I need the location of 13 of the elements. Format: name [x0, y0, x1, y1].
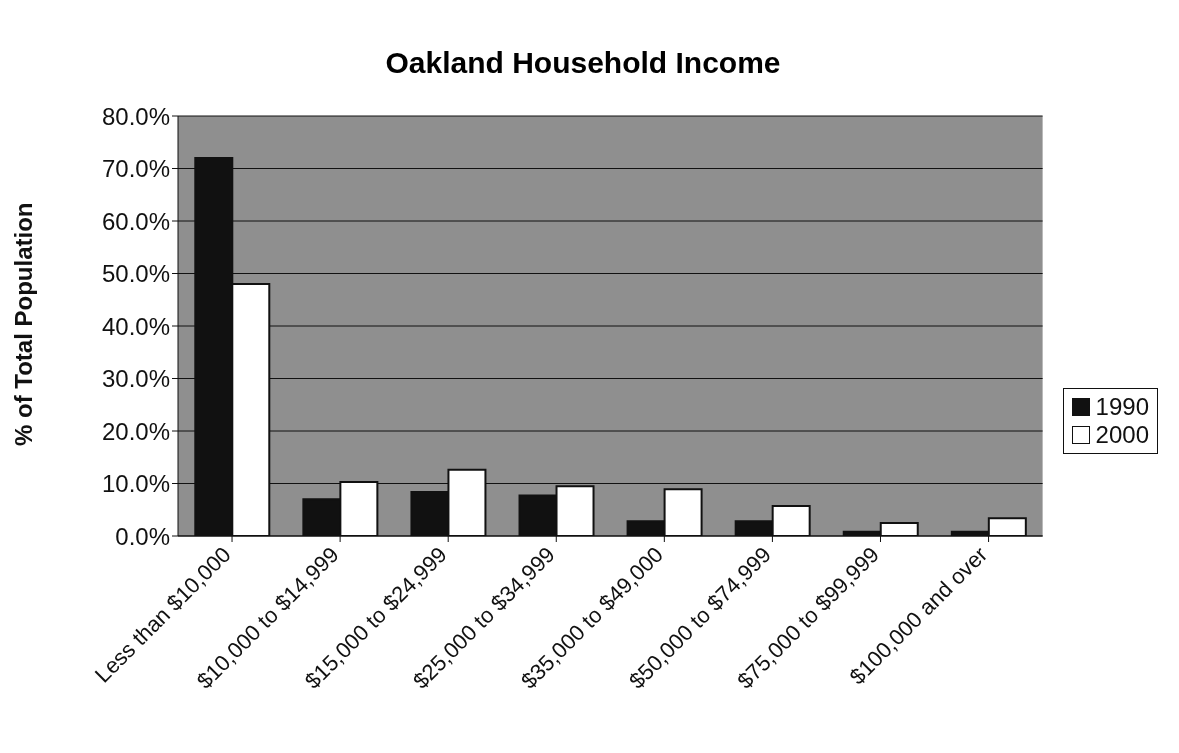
y-tick-label: 40.0% — [101, 312, 170, 340]
y-tick-label: 0.0% — [115, 522, 170, 550]
legend-label: 1990 — [1095, 393, 1149, 421]
y-tick-label: 50.0% — [101, 260, 170, 288]
y-tick-label: 70.0% — [101, 155, 170, 183]
y-tick-label: 20.0% — [101, 417, 170, 445]
y-tick-label: 10.0% — [101, 470, 170, 498]
chart-title: Oakland Household Income — [384, 45, 782, 81]
y-axis-title: % of Total Population — [9, 202, 37, 446]
legend-label: 2000 — [1095, 421, 1149, 449]
y-tick-label: 80.0% — [101, 102, 170, 130]
y-tick-label: 60.0% — [101, 207, 170, 235]
y-tick-label: 30.0% — [101, 365, 170, 393]
